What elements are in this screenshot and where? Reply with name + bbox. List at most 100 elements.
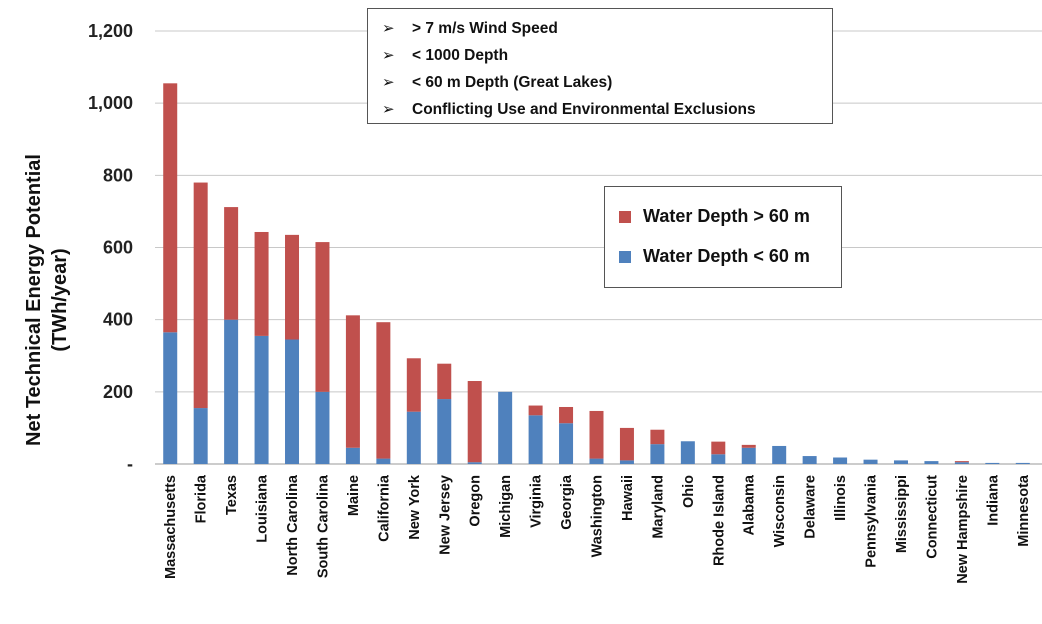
bar-segment-deep [254, 231, 269, 336]
bar-segment-shallow [650, 444, 665, 464]
criteria-item: ➢ Conflicting Use and Environmental Exclu… [382, 96, 832, 123]
y-axis-ticks: - 200 400 600 800 1,000 1,200 [88, 21, 133, 474]
x-tick-label: Illinois [833, 475, 849, 521]
bar-segment-deep [528, 405, 543, 416]
y-tick-label: 800 [103, 165, 133, 185]
y-axis-label-line1: Net Technical Energy Potential [23, 154, 45, 446]
bar-segment-shallow [467, 462, 482, 464]
bar-segment-shallow [711, 454, 726, 464]
bar-segment-shallow [163, 332, 178, 464]
y-axis-label: Net Technical Energy Potential [23, 154, 45, 446]
criteria-text: Conflicting Use and Environmental Exclus… [412, 101, 756, 118]
bar-segment-deep [285, 234, 300, 340]
bar-segment-shallow [619, 460, 634, 464]
legend-label-shallow: Water Depth < 60 m [643, 246, 810, 266]
bar-segment-shallow [1015, 462, 1030, 464]
criteria-text: < 1000 Depth [412, 47, 509, 64]
criteria-item: ➢ < 1000 Depth [382, 42, 832, 69]
criteria-text: > 7 m/s Wind Speed [412, 20, 558, 37]
y-axis-label-2: (TWh/year) [49, 248, 71, 351]
bar-segment-shallow [285, 339, 300, 464]
x-tick-label: Rhode Island [711, 475, 727, 566]
x-tick-label: Pennsylvania [864, 474, 880, 568]
y-tick-label: 400 [103, 310, 133, 330]
bar-segment-deep [437, 363, 452, 400]
bar-segment-shallow [376, 458, 391, 464]
x-tick-label: Michigan [498, 475, 514, 538]
bar-segment-deep [650, 429, 665, 445]
criteria-box: ➢ > 7 m/s Wind Speed ➢ < 1000 Depth ➢ < 60 … [367, 8, 833, 124]
bar-segment-shallow [528, 415, 543, 464]
x-tick-label: South Carolina [315, 474, 331, 578]
bars [163, 83, 1030, 464]
x-tick-label: Indiana [985, 474, 1001, 526]
bar-segment-shallow [741, 447, 756, 464]
arrowhead-icon: ➢ [382, 19, 395, 37]
x-tick-label: Alabama [742, 474, 758, 535]
x-tick-label: Connecticut [924, 475, 940, 559]
y-tick-label: 1,000 [88, 93, 133, 113]
arrowhead-icon: ➢ [382, 46, 395, 64]
y-axis-label-line2: (TWh/year) [49, 248, 71, 351]
x-tick-label: Virginia [529, 474, 545, 528]
x-tick-label: Oregon [468, 475, 484, 527]
legend-item-shallow: Water Depth < 60 m [619, 239, 841, 279]
bar-segment-deep [559, 406, 574, 424]
x-tick-label: Mississippi [894, 475, 910, 553]
legend-item-deep: Water Depth > 60 m [619, 199, 841, 239]
bar-segment-shallow [193, 408, 208, 464]
bar-segment-deep [224, 207, 239, 320]
bar-segment-shallow [254, 335, 269, 464]
bar-segment-deep [619, 427, 634, 461]
bar-segment-shallow [985, 462, 1000, 464]
bar-segment-shallow [559, 423, 574, 464]
bar-segment-deep [406, 358, 421, 412]
x-tick-label: Hawaii [620, 475, 636, 521]
x-tick-label: Maine [346, 475, 362, 516]
arrowhead-icon: ➢ [382, 73, 395, 91]
x-tick-label: Maryland [650, 475, 666, 539]
bar-segment-shallow [802, 456, 817, 464]
bar-segment-deep [345, 315, 360, 448]
bar-segment-shallow [498, 391, 513, 464]
y-tick-label: - [127, 454, 133, 474]
x-tick-label: Florida [194, 474, 210, 523]
x-tick-label: New Hampshire [955, 475, 971, 584]
bar-segment-deep [193, 182, 208, 409]
legend-label-deep: Water Depth > 60 m [643, 206, 810, 226]
bar-segment-shallow [863, 459, 878, 464]
x-tick-label: Texas [224, 475, 240, 515]
x-tick-label: Georgia [559, 474, 575, 530]
bar-segment-shallow [833, 457, 848, 464]
bar-segment-shallow [772, 445, 787, 464]
bar-segment-deep [954, 461, 969, 463]
bar-segment-deep [376, 322, 391, 459]
x-tick-label: Washington [590, 475, 606, 557]
bar-segment-deep [467, 381, 482, 463]
bar-segment-deep [589, 410, 604, 459]
criteria-item: ➢ > 7 m/s Wind Speed [382, 15, 832, 42]
x-tick-label: California [376, 474, 392, 542]
x-axis-labels: Massachusetts Florida Texas Louisiana North … [163, 474, 1032, 584]
x-tick-label: Ohio [681, 475, 697, 508]
bar-segment-shallow [954, 462, 969, 464]
criteria-text: < 60 m Depth (Great Lakes) [412, 74, 613, 91]
y-tick-label: 1,200 [88, 21, 133, 41]
x-tick-label: New Jersey [437, 475, 453, 555]
x-tick-label: Louisiana [255, 474, 271, 543]
y-tick-label: 600 [103, 238, 133, 258]
x-tick-label: Delaware [803, 475, 819, 539]
arrowhead-icon: ➢ [382, 100, 395, 118]
legend-swatch-shallow [619, 251, 631, 264]
bar-segment-shallow [893, 460, 908, 464]
bar-segment-shallow [589, 458, 604, 464]
bar-segment-deep [163, 83, 178, 333]
bar-segment-shallow [680, 441, 695, 464]
bar-segment-deep [711, 441, 726, 455]
bar-segment-shallow [437, 399, 452, 464]
x-tick-label: Minnesota [1016, 474, 1032, 547]
legend: Water Depth > 60 m Water Depth < 60 m [604, 186, 842, 288]
bar-segment-shallow [224, 319, 239, 464]
bar-segment-shallow [924, 461, 939, 464]
